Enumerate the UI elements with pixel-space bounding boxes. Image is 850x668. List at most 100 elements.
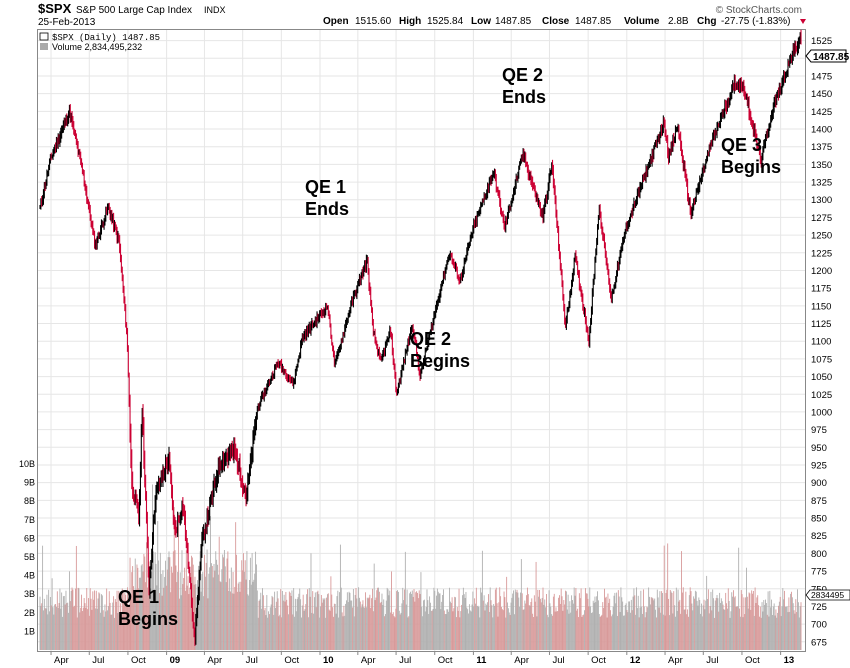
volume-bar <box>474 598 476 650</box>
volume-bar <box>75 588 76 650</box>
volume-bar <box>526 587 528 650</box>
volume-bar <box>517 592 519 650</box>
volume-bar <box>175 565 177 650</box>
date-label: 25-Feb-2013 <box>38 17 96 28</box>
volume-bar <box>508 612 510 650</box>
volume-bar <box>376 590 378 650</box>
volume-bar <box>141 564 143 650</box>
volume-bar <box>598 613 600 650</box>
volume-bar <box>753 615 755 650</box>
volume-bar <box>710 591 712 650</box>
index-name: S&P 500 Large Cap Index <box>76 5 192 16</box>
volume-bar <box>570 612 572 650</box>
x-tick-label: Apr <box>207 655 222 666</box>
volume-bar <box>170 592 172 650</box>
volume-bar <box>671 592 673 650</box>
volume-bar <box>130 593 132 650</box>
volume-bar <box>374 600 376 650</box>
volume-bar <box>295 611 297 650</box>
volume-bar <box>347 602 349 650</box>
volume-bar <box>718 611 720 650</box>
volume-bar <box>394 617 396 650</box>
volume-bar <box>99 593 101 650</box>
volume-bar <box>79 612 81 650</box>
volume-bar <box>506 576 508 650</box>
volume-bar <box>205 562 207 650</box>
current-price-marker: 1487.85 <box>805 49 850 63</box>
volume-bar <box>235 522 237 650</box>
volume-bar <box>178 512 179 650</box>
volume-bar <box>213 563 215 650</box>
volume-bar <box>491 605 493 650</box>
volume-bar <box>422 616 424 650</box>
volume-bar <box>795 599 797 650</box>
volume-bar <box>511 597 513 650</box>
volume-bar <box>501 609 503 650</box>
volume-bar <box>746 596 748 650</box>
volume-bar <box>604 588 605 650</box>
volume-bar <box>547 617 549 650</box>
volume-bar <box>265 615 267 650</box>
volume-bar <box>188 594 190 650</box>
volume-bar <box>457 610 459 650</box>
volume-bar <box>720 602 721 650</box>
volume-bar <box>424 611 426 650</box>
volume-bar <box>172 572 173 650</box>
volume-bar <box>799 606 801 650</box>
volume-bar <box>739 608 740 650</box>
volume-bar <box>386 587 388 650</box>
volume-bar <box>221 569 223 650</box>
volume-bar <box>395 608 397 650</box>
volume-bar <box>167 557 169 650</box>
y-tick-label: 1250 <box>811 231 832 242</box>
volume-bar <box>273 614 275 650</box>
volume-bar <box>423 600 424 650</box>
volume-bar <box>447 609 449 650</box>
volume-bar <box>623 615 625 650</box>
volume-bar <box>350 600 352 650</box>
volume-bar <box>56 591 58 650</box>
volume-bar <box>95 590 97 650</box>
volume-bar <box>272 597 274 650</box>
volume-bar <box>519 606 521 650</box>
volume-bar <box>300 599 302 650</box>
volume-tick-label: 4B <box>24 571 35 581</box>
volume-bar <box>280 589 282 650</box>
y-tick-label: 775 <box>811 567 827 578</box>
volume-bar <box>42 545 44 650</box>
volume-bar <box>724 609 726 650</box>
volume-bar <box>500 606 502 650</box>
volume-bar <box>207 598 209 650</box>
annotation-line: QE 3 <box>721 135 762 155</box>
volume-bar <box>630 599 632 650</box>
volume-bar <box>423 599 425 650</box>
volume-bar <box>346 592 348 650</box>
volume-bar <box>176 582 178 650</box>
volume-bar <box>638 617 640 650</box>
volume-bar <box>513 614 515 650</box>
y-tick-label: 950 <box>811 443 827 454</box>
volume-bar <box>471 604 473 650</box>
volume-bar <box>138 588 140 650</box>
volume-bar <box>770 607 772 650</box>
volume-bar <box>240 581 242 650</box>
volume-bar <box>563 600 565 650</box>
volume-bar <box>133 589 135 650</box>
volume-bar <box>639 607 641 650</box>
volume-tick-label: 6B <box>24 533 35 543</box>
volume-bar <box>674 605 676 650</box>
volume-bar <box>529 605 531 650</box>
volume-bar <box>282 600 284 650</box>
volume-bar <box>654 598 656 650</box>
volume-bar <box>438 593 440 650</box>
volume-bar <box>455 617 457 650</box>
volume-bar <box>486 605 488 650</box>
volume-bar <box>375 597 377 650</box>
volume-bar <box>65 590 67 650</box>
y-tick-label: 675 <box>811 637 827 648</box>
volume-bar <box>380 601 382 650</box>
volume-bar <box>680 613 682 650</box>
volume-bar <box>694 590 696 650</box>
